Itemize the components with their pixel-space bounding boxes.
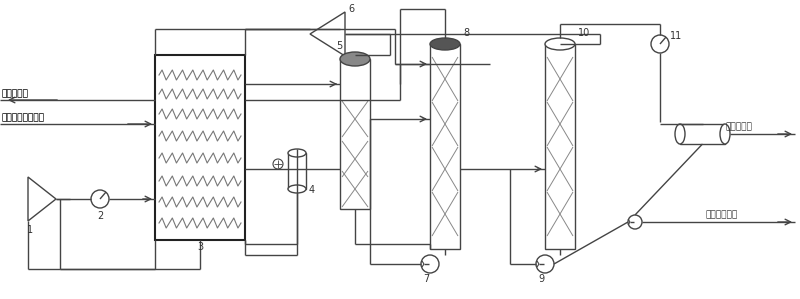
Circle shape bbox=[536, 255, 554, 273]
Text: 3: 3 bbox=[197, 242, 203, 252]
Ellipse shape bbox=[288, 185, 306, 193]
Text: 产品天然气: 产品天然气 bbox=[2, 89, 29, 98]
Text: 干燥的原料天然气: 干燥的原料天然气 bbox=[2, 113, 45, 122]
Text: 7: 7 bbox=[423, 274, 429, 284]
Circle shape bbox=[91, 190, 109, 208]
Text: 9: 9 bbox=[538, 274, 544, 284]
Bar bbox=[340, 59, 370, 209]
Bar bbox=[155, 55, 245, 240]
Bar bbox=[430, 44, 460, 249]
Text: 稳定轻烃产品: 稳定轻烃产品 bbox=[705, 210, 738, 219]
Ellipse shape bbox=[720, 124, 730, 144]
Text: 1: 1 bbox=[27, 225, 33, 235]
Circle shape bbox=[651, 35, 669, 53]
Bar bbox=[680, 124, 725, 144]
Ellipse shape bbox=[545, 38, 575, 50]
Bar bbox=[288, 153, 306, 189]
Text: 干燥的原料天然气: 干燥的原料天然气 bbox=[2, 113, 45, 122]
Circle shape bbox=[628, 215, 642, 229]
Text: 4: 4 bbox=[309, 185, 315, 195]
Bar bbox=[545, 44, 575, 249]
Polygon shape bbox=[28, 177, 56, 221]
Text: 11: 11 bbox=[670, 31, 682, 41]
Circle shape bbox=[421, 255, 439, 273]
Ellipse shape bbox=[288, 149, 306, 157]
Text: 2: 2 bbox=[97, 211, 103, 221]
Text: 10: 10 bbox=[578, 28, 590, 38]
Text: 8: 8 bbox=[463, 28, 469, 38]
Text: 产品天然气: 产品天然气 bbox=[2, 89, 29, 98]
Text: 6: 6 bbox=[348, 4, 354, 14]
Ellipse shape bbox=[430, 38, 460, 50]
Ellipse shape bbox=[675, 124, 685, 144]
Ellipse shape bbox=[340, 52, 370, 66]
Text: 液化气产品: 液化气产品 bbox=[725, 122, 752, 131]
Text: 5: 5 bbox=[336, 41, 342, 51]
Polygon shape bbox=[310, 12, 345, 56]
Circle shape bbox=[273, 159, 283, 169]
